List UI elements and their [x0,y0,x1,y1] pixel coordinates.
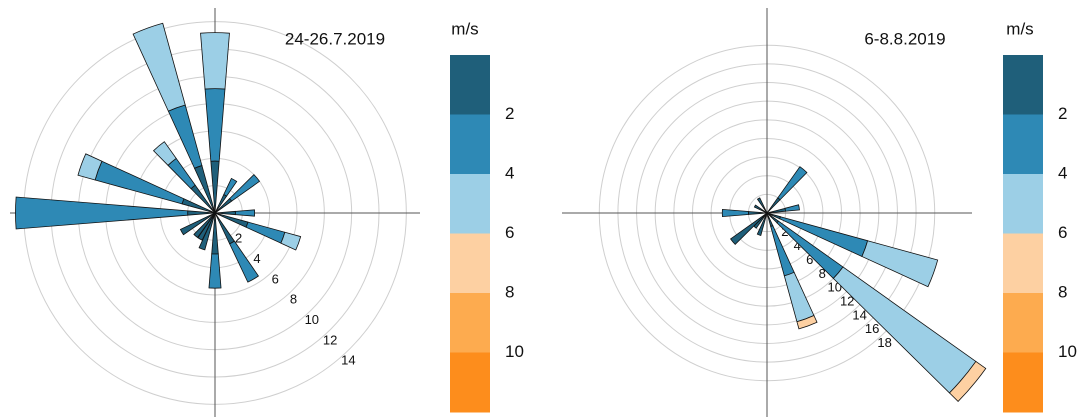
wind-bar [197,212,216,241]
colorbar-tick-label: 8 [1058,282,1067,301]
colorbar-tick-label: 10 [1058,342,1077,361]
wind-bar [179,212,216,236]
colorbar-tick-label: 2 [505,104,514,123]
colorbar-tick-label: 8 [505,282,514,301]
r-tick-label: 14 [852,307,866,322]
colorbar-swatch [1003,55,1043,115]
wind-bar [721,208,749,218]
r-tick-label: 16 [865,321,879,336]
colorbar-swatch [1003,114,1043,175]
r-tick-label: 12 [840,293,854,308]
r-tick-label: 4 [794,238,801,253]
wind-bar [777,166,808,201]
r-tick-label: 10 [305,312,319,327]
r-tick-label: 2 [235,231,242,246]
r-tick-label: 6 [272,271,279,286]
colorbar-label: m/s [1006,19,1033,38]
wind-bar [193,212,216,239]
r-tick-label: 8 [819,266,826,281]
colorbar-tick-label: 6 [505,223,514,242]
colorbar-tick-label: 6 [1058,223,1067,242]
wind-bar [229,174,261,202]
wind-bar [229,240,260,283]
wind-bar [204,88,226,162]
colorbar-label: m/s [451,19,478,38]
wind-bar [77,153,103,181]
r-tick-label: 4 [253,251,260,266]
r-tick-label: 8 [290,292,297,307]
chart-title: 24-26.7.2019 [285,29,385,48]
chart-title: 6-8.8.2019 [864,29,945,48]
colorbar-tick-label: 2 [1058,104,1067,123]
wind-bar [861,240,939,288]
wind-bar [167,157,196,190]
r-tick-label: 12 [323,332,337,347]
wind-bar [245,221,286,244]
wind-bar [729,212,768,245]
colorbar-swatch [450,352,490,413]
colorbar-swatch [1003,293,1043,353]
colorbar-swatch [1003,233,1043,294]
colorbar-swatch [450,293,490,353]
colorbar-tick-label: 4 [1058,163,1067,182]
wind-bar [15,196,189,230]
wind-bar [208,253,222,289]
wind-bar [280,231,302,251]
wind-bar [796,314,818,330]
wind-bar [756,197,768,214]
wind-bar [753,204,768,214]
colorbar-swatch [450,233,490,294]
wind-bar [832,266,977,394]
colorbar-swatch [1003,352,1043,413]
wind-bar [200,32,230,90]
colorbar-swatch [450,174,490,234]
wind-bar [153,141,177,166]
wind-bar [948,360,987,402]
r-tick-label: 14 [341,353,355,368]
colorbar-tick-label: 4 [505,163,514,182]
colorbar-swatch [1003,174,1043,234]
wind-bar [132,22,186,112]
wind-bar [235,209,256,217]
r-tick-label: 2 [781,224,788,239]
wind-bar [784,204,800,212]
wind-bar [756,212,768,236]
colorbar-swatch [450,114,490,175]
colorbar-tick-label: 10 [505,342,524,361]
r-tick-label: 6 [806,252,813,267]
r-tick-label: 18 [877,335,891,350]
colorbar-swatch [450,55,490,115]
wind-bar [223,177,238,197]
